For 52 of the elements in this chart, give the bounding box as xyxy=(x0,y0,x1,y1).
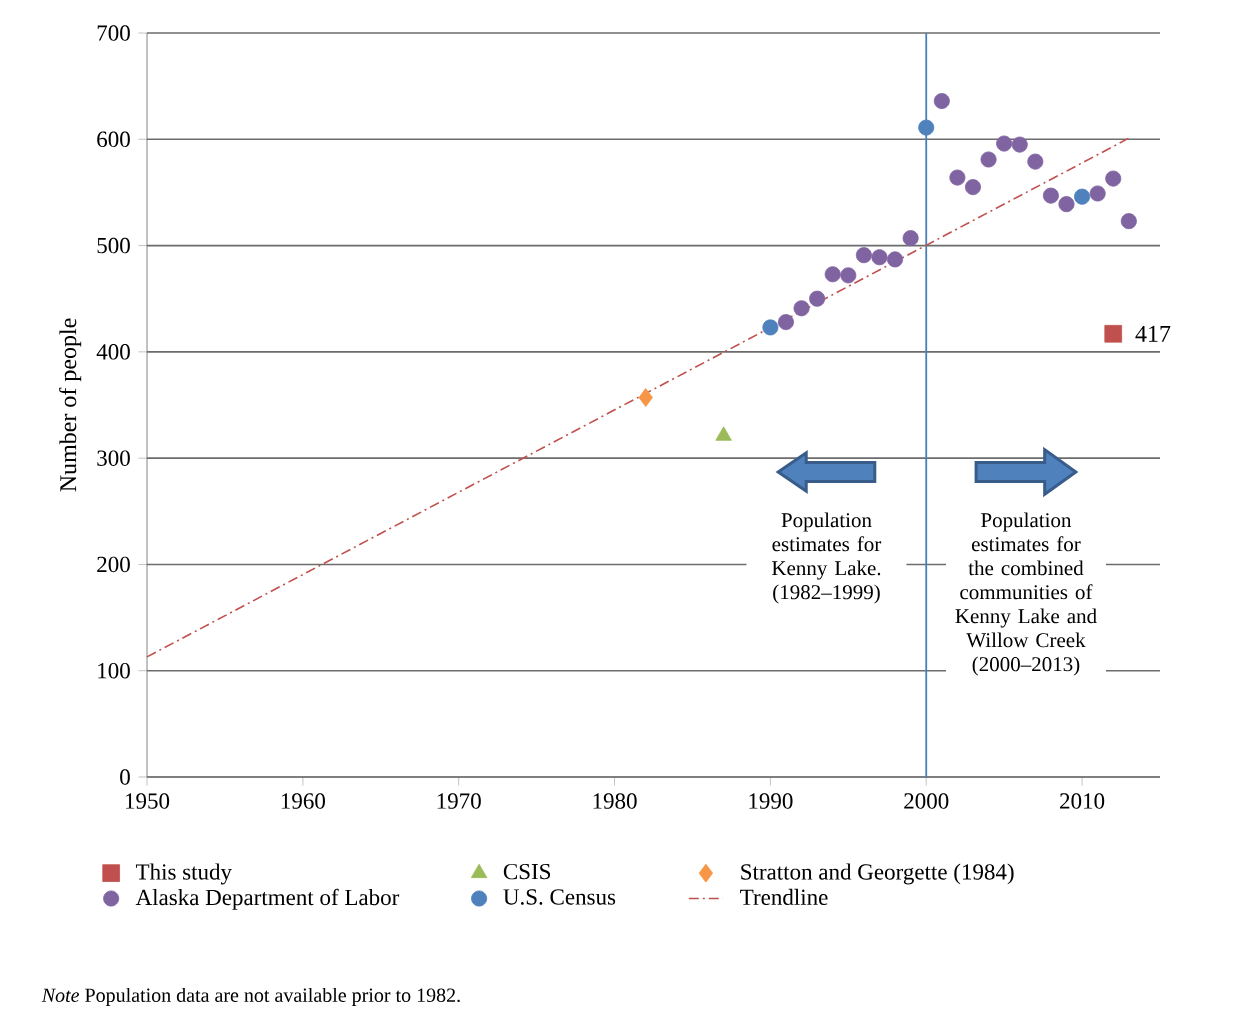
legend-label: Stratton and Georgette (1984) xyxy=(741,863,1014,885)
x-tick-label: 2010 xyxy=(1060,793,1105,809)
point xyxy=(918,119,935,136)
point xyxy=(1011,136,1028,153)
point xyxy=(793,300,810,317)
point xyxy=(762,319,779,336)
point xyxy=(1104,324,1123,343)
x-tick-label: 1990 xyxy=(749,793,793,809)
legend-label: U.S. Census xyxy=(503,889,616,905)
y-tick-label: 500 xyxy=(97,237,130,254)
y-tick-label: 100 xyxy=(98,662,130,679)
point xyxy=(840,267,857,284)
y-axis-title: Number of people xyxy=(59,318,82,492)
text: Note Population data are not available prior to 1982. xyxy=(41,987,460,1007)
point xyxy=(933,93,950,110)
point xyxy=(1105,170,1122,187)
point xyxy=(1089,185,1106,202)
point xyxy=(1058,196,1075,213)
data-label: 417 xyxy=(1135,325,1171,342)
point xyxy=(1120,213,1137,230)
x-tick-label: 1970 xyxy=(437,793,481,809)
x-tick-label: 1980 xyxy=(593,793,637,809)
y-tick-label: 0 xyxy=(120,769,130,785)
y-tick-label: 400 xyxy=(96,344,130,360)
point xyxy=(871,249,888,266)
point xyxy=(887,251,904,268)
y-tick-label: 600 xyxy=(97,131,130,148)
point xyxy=(1074,188,1091,205)
point xyxy=(1027,153,1044,170)
legend-label: Alaska Department of Labor xyxy=(135,888,400,910)
point xyxy=(902,230,919,247)
annotation: Population estimates for the combined communities of Kenny Lake and Willow Creek (2000–2013) xyxy=(955,512,1097,676)
y-tick-label: 200 xyxy=(97,556,130,573)
point xyxy=(949,169,966,186)
annotation: Population estimates for Kenny Lake. (1982–1999) xyxy=(771,512,882,604)
x-tick-label: 2000 xyxy=(904,793,949,809)
point xyxy=(855,247,872,264)
point xyxy=(809,290,826,307)
point xyxy=(777,314,794,331)
point xyxy=(824,266,841,283)
y-tick-label: 300 xyxy=(97,450,130,466)
x-tick-label: 1950 xyxy=(126,793,170,809)
legend-label: CSIS xyxy=(503,863,551,880)
y-tick-label: 700 xyxy=(97,25,130,41)
legend-label: Trendline xyxy=(740,888,828,906)
point xyxy=(996,135,1013,152)
legend-label: This study xyxy=(135,863,232,885)
x-tick-label: 1960 xyxy=(281,793,325,809)
point xyxy=(638,388,653,407)
point xyxy=(1042,187,1059,204)
point xyxy=(980,151,997,168)
point xyxy=(964,179,981,196)
